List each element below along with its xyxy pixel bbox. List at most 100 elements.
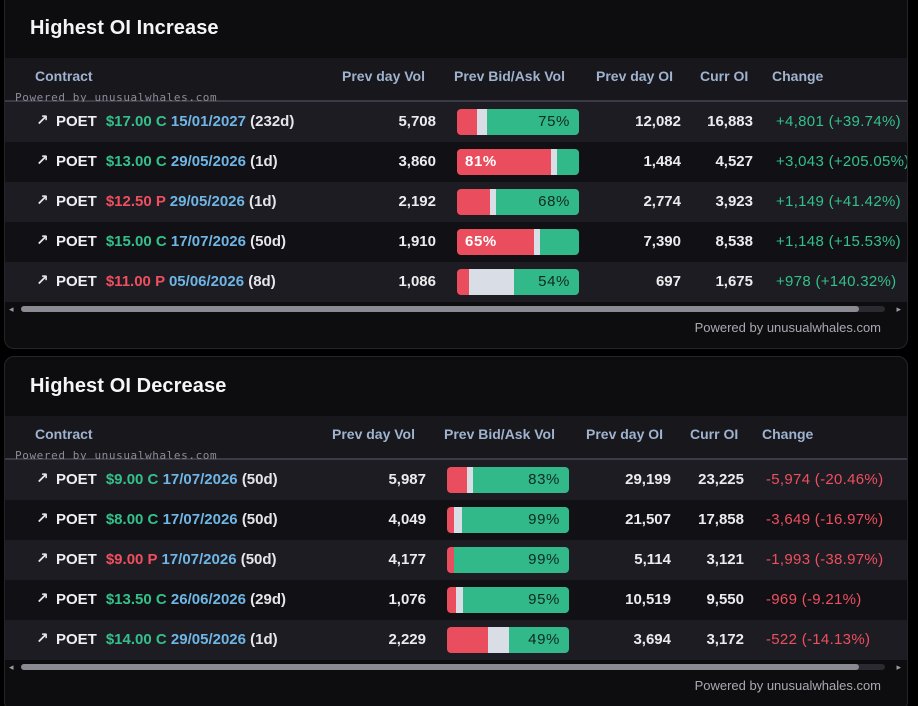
bid-ask-percent-label: 81% — [465, 153, 497, 170]
table-row[interactable]: ↗ POET $9.00 C 17/07/2026 (50d) 5,987 83% 29,… — [5, 460, 907, 500]
table-row[interactable]: ↗ POET $14.00 C 29/05/2026 (1d) 2,229 49% 3,6… — [5, 620, 907, 660]
column-header-curr-oi[interactable]: Curr OI — [690, 426, 739, 442]
ticker-symbol: POET — [56, 511, 97, 528]
table-row[interactable]: ↗ POET $11.00 P 05/06/2026 (8d) 1,086 54% 697… — [5, 262, 907, 302]
ask-segment — [461, 507, 569, 533]
ticker-symbol: POET — [56, 471, 97, 488]
column-header-prev-day-oi[interactable]: Prev day OI — [586, 426, 664, 442]
scroll-right-arrow-icon[interactable]: ▸ — [896, 304, 901, 314]
bid-ask-volume-bar: 75% — [457, 109, 579, 135]
contract-cell[interactable]: POET $8.00 C 17/07/2026 (50d) — [56, 511, 278, 528]
expiry-date: 29/05/2026 — [169, 193, 245, 210]
prev-day-oi-cell: 2,774 — [643, 193, 681, 210]
table-body: ↗ POET $9.00 C 17/07/2026 (50d) 5,987 83% 29,… — [5, 460, 907, 660]
table-row[interactable]: ↗ POET $8.00 C 17/07/2026 (50d) 4,049 99% 21,… — [5, 500, 907, 540]
column-header-contract[interactable]: Contract — [35, 426, 93, 442]
bid-ask-volume-bar: 83% — [447, 467, 569, 493]
bid-ask-percent-label: 95% — [528, 591, 560, 608]
open-contract-arrow-icon[interactable]: ↗ — [36, 630, 49, 647]
ask-segment — [462, 587, 569, 613]
open-contract-arrow-icon[interactable]: ↗ — [36, 112, 49, 129]
strike-price: $15.00 C — [105, 233, 167, 250]
strike-price: $12.50 P — [105, 193, 166, 210]
bid-segment — [447, 547, 455, 573]
days-to-expiry: (232d) — [250, 113, 295, 130]
expiry-date: 17/07/2026 — [170, 233, 246, 250]
bid-ask-volume-bar: 95% — [447, 587, 569, 613]
column-header-curr-oi[interactable]: Curr OI — [700, 68, 749, 84]
open-contract-arrow-icon[interactable]: ↗ — [36, 470, 49, 487]
prev-day-vol-cell: 5,987 — [388, 471, 426, 488]
contract-cell[interactable]: POET $9.00 P 17/07/2026 (50d) — [56, 551, 277, 568]
bid-ask-percent-label: 99% — [528, 511, 560, 528]
contract-cell[interactable]: POET $17.00 C 15/01/2027 (232d) — [56, 113, 294, 130]
column-header-contract[interactable]: Contract — [35, 68, 93, 84]
powered-by-footer: Powered by unusualwhales.com — [694, 320, 881, 335]
ask-segment — [539, 229, 579, 255]
powered-by-footer: Powered by unusualwhales.com — [694, 678, 881, 693]
ask-segment — [557, 149, 579, 175]
oi-decrease-table: Contract Prev day Vol Prev Bid/Ask Vol P… — [5, 416, 907, 660]
table-row[interactable]: ↗ POET $9.00 P 17/07/2026 (50d) 4,177 99% 5,1… — [5, 540, 907, 580]
ask-segment — [509, 627, 569, 653]
prev-day-vol-cell: 1,076 — [388, 591, 426, 608]
contract-cell[interactable]: POET $14.00 C 29/05/2026 (1d) — [56, 631, 278, 648]
days-to-expiry: (50d) — [250, 233, 286, 250]
prev-day-oi-cell: 29,199 — [625, 471, 671, 488]
curr-oi-cell: 17,858 — [698, 511, 744, 528]
bid-ask-volume-bar: 81% — [457, 149, 579, 175]
strike-price: $17.00 C — [105, 113, 167, 130]
open-contract-arrow-icon[interactable]: ↗ — [36, 510, 49, 527]
open-contract-arrow-icon[interactable]: ↗ — [36, 272, 49, 289]
table-row[interactable]: ↗ POET $13.50 C 26/06/2026 (29d) 1,076 95% 10… — [5, 580, 907, 620]
panel-title: Highest OI Increase — [30, 17, 219, 39]
change-cell: -969 (-9.21%) — [766, 591, 862, 608]
table-row[interactable]: ↗ POET $13.00 C 29/05/2026 (1d) 3,860 81% 1,4… — [5, 142, 907, 182]
contract-cell[interactable]: POET $13.00 C 29/05/2026 (1d) — [56, 153, 278, 170]
contract-cell[interactable]: POET $15.00 C 17/07/2026 (50d) — [56, 233, 286, 250]
scroll-left-arrow-icon[interactable]: ◂ — [9, 662, 14, 672]
table-body: ↗ POET $17.00 C 15/01/2027 (232d) 5,708 75% 1… — [5, 102, 907, 302]
strike-price: $9.00 P — [105, 551, 158, 568]
open-contract-arrow-icon[interactable]: ↗ — [36, 152, 49, 169]
column-header-prev-day-oi[interactable]: Prev day OI — [596, 68, 674, 84]
scroll-right-arrow-icon[interactable]: ▸ — [896, 662, 901, 672]
prev-day-vol-cell: 4,049 — [388, 511, 426, 528]
curr-oi-cell: 1,675 — [715, 273, 753, 290]
open-contract-arrow-icon[interactable]: ↗ — [36, 192, 49, 209]
contract-cell[interactable]: POET $9.00 C 17/07/2026 (50d) — [56, 471, 278, 488]
column-header-prev-day-vol[interactable]: Prev day Vol — [332, 426, 416, 442]
expiry-date: 17/07/2026 — [162, 471, 238, 488]
open-contract-arrow-icon[interactable]: ↗ — [36, 232, 49, 249]
open-contract-arrow-icon[interactable]: ↗ — [36, 590, 49, 607]
contract-cell[interactable]: POET $12.50 P 29/05/2026 (1d) — [56, 193, 277, 210]
bid-segment — [457, 189, 490, 215]
column-header-change[interactable]: Change — [762, 426, 814, 442]
table-row[interactable]: ↗ POET $12.50 P 29/05/2026 (1d) 2,192 68% 2,7… — [5, 182, 907, 222]
prev-day-vol-cell: 1,086 — [398, 273, 436, 290]
oi-decrease-panel: Highest OI Decrease Contract Prev day Vo… — [4, 356, 908, 706]
days-to-expiry: (1d) — [250, 153, 278, 170]
horizontal-scrollbar[interactable]: ◂ ▸ — [5, 660, 907, 674]
table-row[interactable]: ↗ POET $15.00 C 17/07/2026 (50d) 1,910 65% 7,… — [5, 222, 907, 262]
prev-day-vol-cell: 4,177 — [388, 551, 426, 568]
horizontal-scrollbar[interactable]: ◂ ▸ — [5, 302, 907, 316]
ask-segment — [514, 269, 579, 295]
prev-day-oi-cell: 21,507 — [625, 511, 671, 528]
days-to-expiry: (50d) — [240, 551, 277, 568]
open-contract-arrow-icon[interactable]: ↗ — [36, 550, 49, 567]
table-row[interactable]: ↗ POET $17.00 C 15/01/2027 (232d) 5,708 75% 1… — [5, 102, 907, 142]
contract-cell[interactable]: POET $11.00 P 05/06/2026 (8d) — [56, 273, 276, 290]
column-header-change[interactable]: Change — [772, 68, 824, 84]
column-header-bid-ask-vol[interactable]: Prev Bid/Ask Vol — [454, 68, 566, 84]
scroll-left-arrow-icon[interactable]: ◂ — [9, 304, 14, 314]
contract-cell[interactable]: POET $13.50 C 26/06/2026 (29d) — [56, 591, 286, 608]
column-header-bid-ask-vol[interactable]: Prev Bid/Ask Vol — [444, 426, 556, 442]
bid-ask-volume-bar: 99% — [447, 547, 569, 573]
scroll-thumb[interactable] — [21, 306, 859, 312]
ask-segment — [472, 467, 569, 493]
bid-segment — [457, 229, 534, 255]
column-header-prev-day-vol[interactable]: Prev day Vol — [342, 68, 426, 84]
scroll-thumb[interactable] — [21, 664, 859, 670]
table-header: Contract Prev day Vol Prev Bid/Ask Vol P… — [5, 58, 907, 104]
